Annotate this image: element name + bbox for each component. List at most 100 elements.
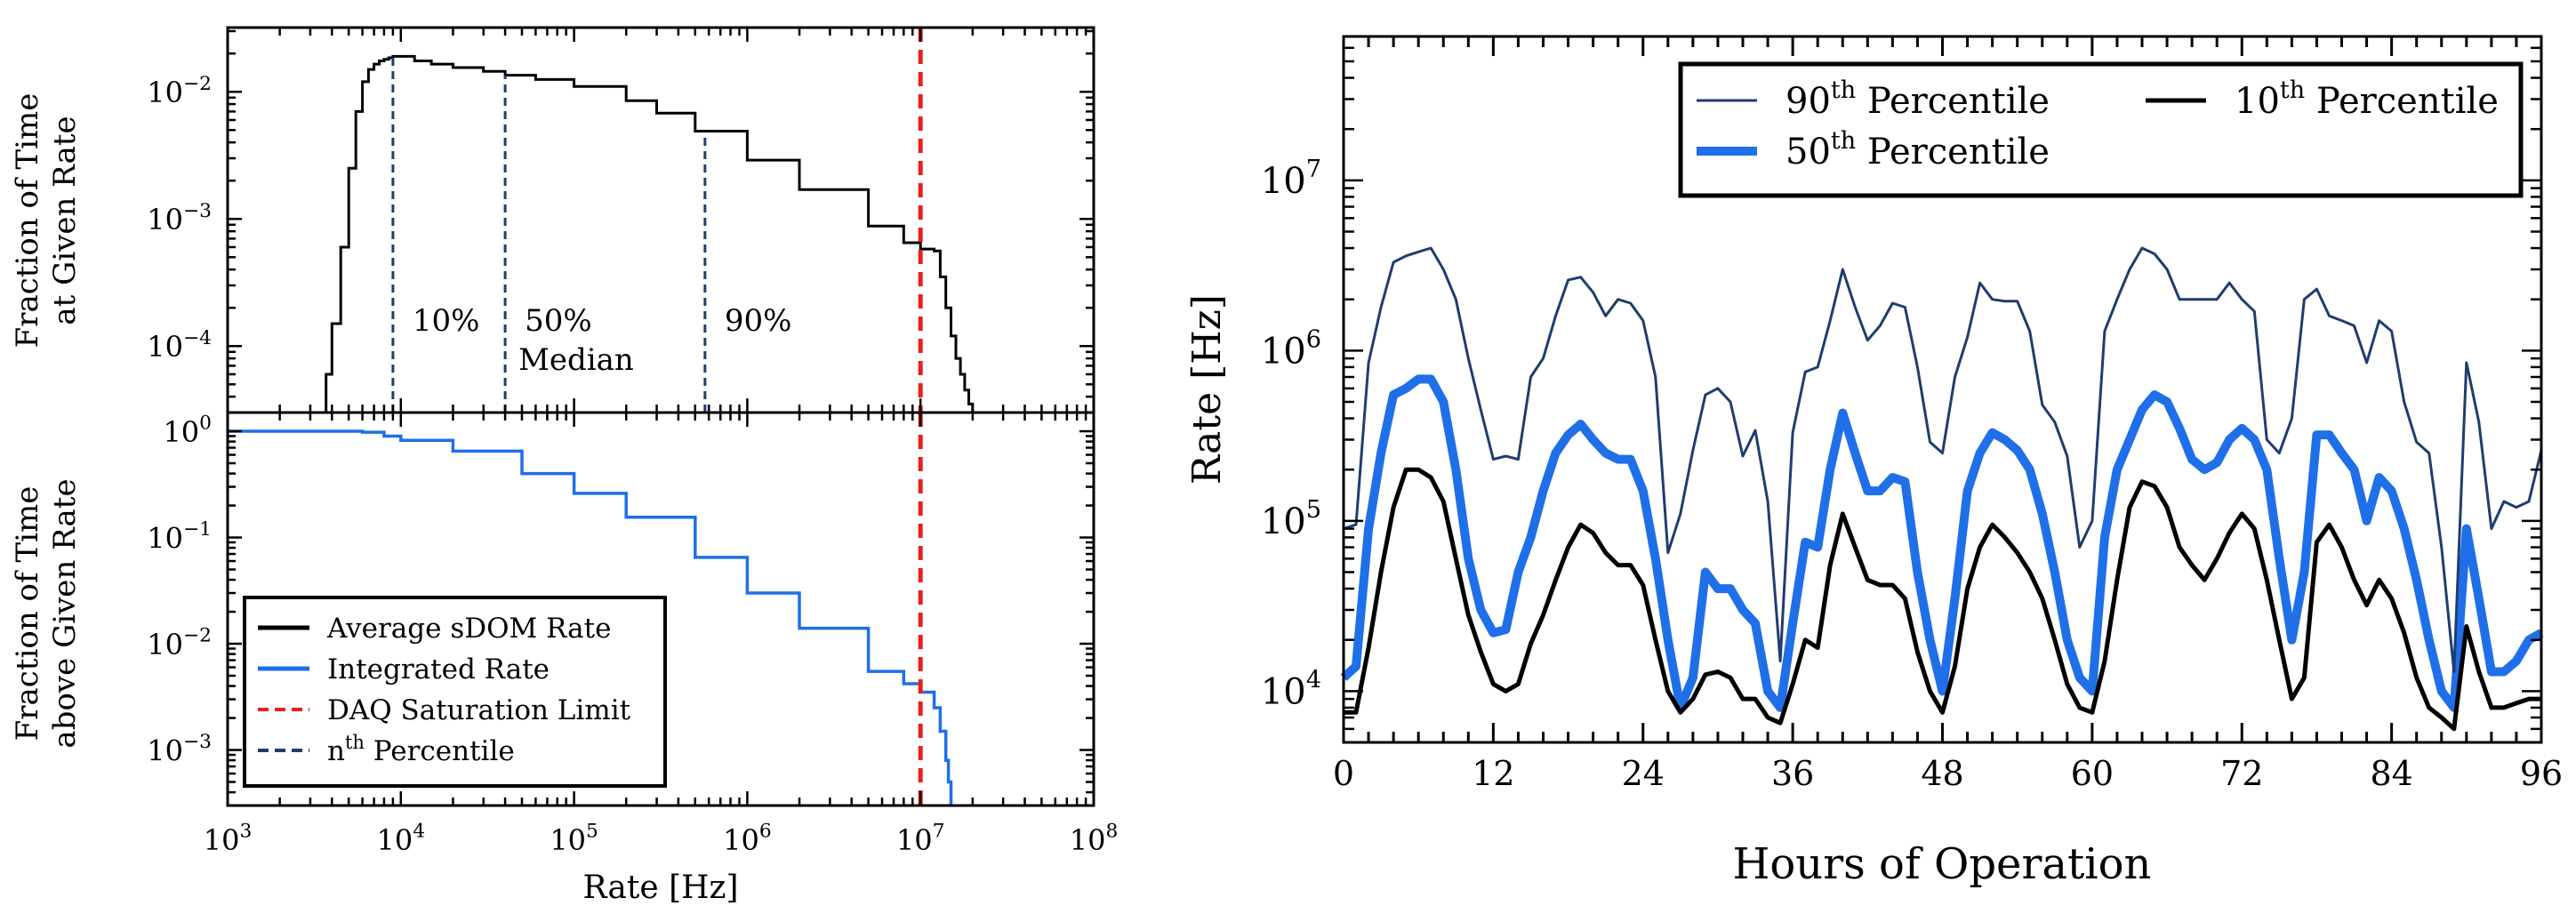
top-ylabel-line2: at Given Rate bbox=[47, 116, 83, 325]
legend-label-base: 50 bbox=[1786, 132, 1831, 172]
percentile-sublabel: Median bbox=[518, 342, 634, 378]
x-tick-label-base: 10 bbox=[723, 823, 759, 857]
x-tick-label: 107 bbox=[896, 821, 945, 857]
y-tick-label-exp: 5 bbox=[1306, 496, 1321, 524]
top-ylabel-line1: Fraction of Time bbox=[10, 93, 45, 349]
x-tick-label: 105 bbox=[550, 821, 598, 857]
y-tick-label-exp: 0 bbox=[199, 413, 212, 435]
legend-label: Integrated Rate bbox=[327, 653, 550, 685]
y-tick-label-exp: −3 bbox=[183, 200, 212, 222]
x-tick-label-exp: 8 bbox=[1105, 821, 1118, 843]
y-tick-label-exp: −3 bbox=[183, 731, 212, 753]
y-tick-label-exp: 4 bbox=[1306, 666, 1321, 694]
legend-label-sup: th bbox=[1831, 127, 1856, 155]
x-tick-label: 36 bbox=[1771, 754, 1814, 793]
right-ylabel: Rate [Hz] bbox=[1184, 294, 1230, 485]
y-tick-label: 10−3 bbox=[147, 200, 212, 237]
series-50th-line bbox=[1340, 374, 2544, 712]
percentile-label: 10% bbox=[413, 303, 480, 339]
x-tick-label-base: 10 bbox=[377, 823, 413, 857]
top-series-layer: 10% 50%Median 90% bbox=[322, 28, 975, 414]
x-tick-label: 12 bbox=[1472, 754, 1514, 793]
y-tick-label-exp: −1 bbox=[183, 518, 212, 541]
legend-label-rest: Percentile bbox=[2305, 81, 2499, 122]
y-tick-label-base: 10 bbox=[147, 330, 183, 364]
integrated-rate-line bbox=[228, 429, 953, 806]
y-tick-label: 100 bbox=[163, 413, 212, 449]
x-tick-label: 24 bbox=[1622, 754, 1665, 793]
legend-label-base: 10 bbox=[2235, 81, 2280, 122]
y-tick-label-base: 10 bbox=[147, 203, 183, 237]
y-tick-label-base: 10 bbox=[147, 522, 183, 556]
y-tick-label-exp: −2 bbox=[183, 625, 212, 647]
x-tick-label: 84 bbox=[2370, 754, 2412, 793]
legend-label: 50th Percentile bbox=[1786, 127, 2050, 172]
x-tick-label: 72 bbox=[2220, 754, 2263, 793]
y-tick-label-base: 10 bbox=[163, 415, 199, 449]
legend-label: 90th Percentile bbox=[1786, 76, 2050, 122]
y-tick-label-base: 10 bbox=[1261, 501, 1306, 542]
legend-label: Average sDOM Rate bbox=[326, 613, 611, 645]
y-tick-label: 10−1 bbox=[147, 518, 212, 555]
y-tick-label-base: 10 bbox=[147, 734, 183, 768]
bottom-ylabel-line2: above Given Rate bbox=[47, 478, 83, 748]
y-tick-label: 10−2 bbox=[147, 73, 212, 109]
x-tick-label: 96 bbox=[2520, 754, 2563, 793]
y-tick-label: 107 bbox=[1261, 156, 1321, 202]
percentile-label: 90% bbox=[725, 303, 792, 339]
x-tick-label: 108 bbox=[1070, 821, 1119, 857]
x-tick-label: 106 bbox=[723, 821, 772, 857]
legend-label-base: n bbox=[327, 735, 345, 767]
x-tick-label-exp: 6 bbox=[759, 821, 772, 843]
bottom-plot-frame bbox=[226, 411, 1095, 807]
y-tick-label-base: 10 bbox=[1261, 161, 1306, 202]
y-tick-label-base: 10 bbox=[147, 76, 183, 109]
right-series-layer bbox=[1340, 246, 2544, 732]
x-tick-label: 0 bbox=[1333, 754, 1354, 793]
y-tick-label: 10−3 bbox=[147, 731, 212, 767]
series-90th-line bbox=[1343, 246, 2543, 673]
series-10th-line bbox=[1344, 467, 2541, 732]
x-tick-label: 60 bbox=[2071, 754, 2114, 793]
y-tick-label-base: 10 bbox=[1261, 671, 1306, 712]
legend-label: 10th Percentile bbox=[2235, 76, 2499, 122]
right-plot-frame bbox=[1342, 35, 2543, 744]
legend-label-base: 90 bbox=[1786, 81, 1831, 122]
right-xlabel: Hours of Operation bbox=[1733, 839, 2152, 889]
x-tick-label-exp: 3 bbox=[239, 821, 252, 843]
top-plot-frame bbox=[226, 26, 1095, 414]
bottom-xlabel: Rate [Hz] bbox=[582, 870, 738, 906]
legend-label-rest: Percentile bbox=[1856, 81, 2050, 122]
legend-label: nth Percentile bbox=[327, 732, 515, 767]
x-tick-label: 48 bbox=[1921, 754, 1963, 793]
x-tick-label-base: 10 bbox=[550, 823, 586, 857]
x-tick-label: 104 bbox=[377, 821, 426, 857]
x-tick-label-exp: 5 bbox=[586, 821, 598, 843]
y-tick-label-base: 10 bbox=[1261, 331, 1306, 372]
y-tick-label-base: 10 bbox=[147, 628, 183, 661]
y-tick-label-exp: 7 bbox=[1306, 156, 1321, 183]
y-tick-label: 10−2 bbox=[147, 625, 212, 661]
legend-label-sup: th bbox=[2280, 76, 2305, 104]
bottom-ylabel-line1: Fraction of Time bbox=[10, 486, 45, 742]
y-tick-label: 10−4 bbox=[147, 327, 212, 364]
x-tick-label-base: 10 bbox=[1070, 823, 1106, 857]
y-tick-label: 104 bbox=[1261, 666, 1321, 712]
y-tick-label: 106 bbox=[1261, 325, 1321, 372]
x-tick-label-base: 10 bbox=[204, 823, 240, 857]
percentile-label: 50% bbox=[525, 303, 592, 339]
legend-label-sup: th bbox=[1831, 76, 1856, 104]
legend-label-rest: Percentile bbox=[1856, 132, 2050, 172]
x-tick-label: 103 bbox=[204, 821, 253, 857]
avg-rate-line bbox=[322, 54, 975, 414]
y-tick-label-exp: 6 bbox=[1306, 325, 1321, 353]
y-tick-label-exp: −4 bbox=[183, 327, 212, 349]
legend-label: DAQ Saturation Limit bbox=[327, 694, 631, 726]
y-tick-label: 105 bbox=[1261, 496, 1321, 542]
bottom-series-layer bbox=[228, 413, 953, 806]
x-tick-label-base: 10 bbox=[896, 823, 933, 857]
